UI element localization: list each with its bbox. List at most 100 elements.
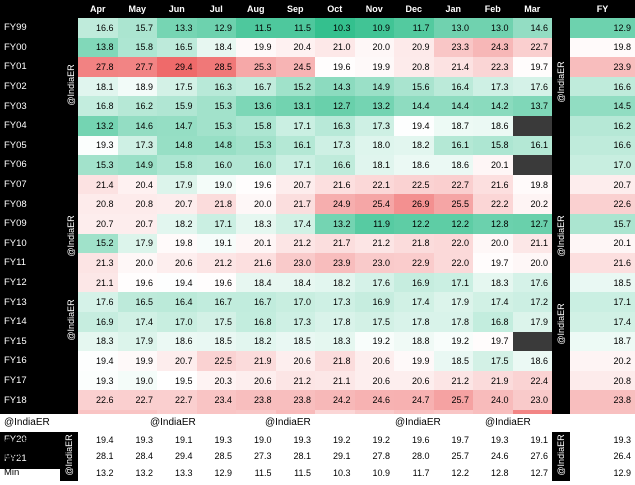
heatmap-cell: 14.8 (196, 135, 236, 156)
stat-fy-cell: 26.4 (570, 448, 635, 465)
heatmap-cell: 12.2 (394, 214, 434, 234)
fy-cell: 15.7 (570, 214, 635, 234)
heatmap-cell: 11.5 (275, 18, 315, 38)
heatmap-cell: 17.8 (394, 312, 434, 332)
heatmap-cell: 17.6 (512, 272, 552, 293)
month-header: Oct (315, 0, 355, 18)
heatmap-cell: 26.9 (394, 194, 434, 214)
empty-cell (512, 331, 552, 352)
heatmap-cell: 21.8 (315, 351, 355, 371)
stat-cell: 19.3 (275, 432, 315, 449)
heatmap-cell: 19.0 (196, 174, 236, 195)
heatmap-cell: 25.4 (354, 194, 394, 214)
heatmap-cell: 15.8 (473, 135, 513, 156)
heatmap-cell: 19.2 (354, 331, 394, 352)
heatmap-cell: 18.2 (394, 135, 434, 156)
watermark-vertical: @IndiaER (66, 64, 76, 106)
heatmap-cell: 18.6 (473, 116, 513, 136)
heatmap-cell: 16.2 (117, 96, 157, 116)
heatmap-cell: 17.2 (512, 292, 552, 312)
stat-cell: 19.2 (315, 432, 355, 449)
heatmap-cell: 23.0 (512, 390, 552, 410)
heatmap-cell: 18.6 (433, 155, 473, 175)
heatmap-cell: 18.6 (394, 155, 434, 175)
heatmap-cell: 22.0 (433, 253, 473, 273)
heatmap-cell: 19.9 (394, 351, 434, 371)
row-label: FY03 (0, 96, 78, 116)
watermark-row (0, 414, 635, 432)
stat-cell: 19.3 (196, 432, 236, 449)
heatmap-cell: 17.6 (512, 76, 552, 97)
heatmap-cell: 21.1 (512, 233, 552, 254)
heatmap-cell: 25.3 (236, 57, 276, 77)
heatmap-cell: 17.9 (512, 312, 552, 332)
stat-cell: 12.8 (473, 464, 513, 481)
stat-cell: 19.6 (394, 432, 434, 449)
row-label: FY99 (0, 18, 78, 38)
heatmap-cell: 20.1 (473, 155, 513, 175)
heatmap-cell: 14.2 (473, 96, 513, 116)
heatmap-cell: 21.8 (394, 233, 434, 254)
fy-cell: 21.6 (570, 253, 635, 273)
month-header: Jan (433, 0, 473, 18)
heatmap-cell: 17.9 (157, 174, 197, 195)
fy-cell: 16.2 (570, 116, 635, 136)
heatmap-cell: 17.3 (117, 135, 157, 156)
month-header: Apr (78, 0, 118, 18)
heatmap-cell: 16.6 (315, 155, 355, 175)
heatmap-cell: 17.8 (433, 312, 473, 332)
empty-cell (512, 155, 552, 175)
heatmap-cell: 18.5 (433, 351, 473, 371)
fy-cell: 17.1 (570, 292, 635, 312)
heatmap-cell: 15.8 (157, 155, 197, 175)
heatmap-cell: 17.1 (275, 155, 315, 175)
heatmap-cell: 29.4 (157, 57, 197, 77)
heatmap-cell: 13.3 (157, 18, 197, 38)
heatmap-cell: 20.7 (275, 174, 315, 195)
heatmap-cell: 14.8 (157, 135, 197, 156)
heatmap-cell: 21.2 (196, 253, 236, 273)
stat-cell: 19.4 (78, 432, 118, 449)
heatmap-cell: 19.6 (196, 272, 236, 293)
heatmap-cell: 14.6 (117, 116, 157, 136)
month-header: Mar (512, 0, 552, 18)
heatmap-cell: 20.0 (354, 37, 394, 58)
heatmap-cell: 19.9 (117, 351, 157, 371)
heatmap-cell: 19.4 (394, 116, 434, 136)
heatmap-cell: 19.7 (473, 331, 513, 352)
heatmap-cell: 20.7 (78, 214, 118, 234)
heatmap-cell: 19.9 (236, 37, 276, 58)
row-label: FY08 (0, 194, 78, 214)
heatmap-cell: 28.5 (196, 57, 236, 77)
heatmap-cell: 17.1 (196, 214, 236, 234)
heatmap-cell: 15.6 (394, 76, 434, 97)
stat-cell: 19.2 (354, 432, 394, 449)
heatmap-cell: 21.7 (275, 194, 315, 214)
stat-cell: 28.1 (78, 448, 118, 465)
heatmap-cell: 20.6 (275, 351, 315, 371)
heatmap-cell: 16.5 (157, 37, 197, 58)
heatmap-cell: 18.7 (433, 116, 473, 136)
heatmap-cell: 15.3 (78, 155, 118, 175)
heatmap-cell: 21.0 (315, 37, 355, 58)
heatmap-cell: 22.5 (196, 351, 236, 371)
heatmap-cell: 16.0 (236, 155, 276, 175)
row-label: FY05 (0, 135, 78, 156)
heatmap-cell: 15.3 (196, 116, 236, 136)
row-label: FY11 (0, 253, 78, 273)
month-header: Jul (196, 0, 236, 18)
heatmap-cell: 16.7 (236, 292, 276, 312)
heatmap-cell: 20.8 (78, 194, 118, 214)
heatmap-cell: 21.6 (473, 174, 513, 195)
heatmap-cell: 19.6 (117, 272, 157, 293)
row-label: FY13 (0, 292, 78, 312)
stat-cell: 13.3 (157, 464, 197, 481)
heatmap-cell: 18.2 (157, 214, 197, 234)
heatmap-cell: 22.6 (78, 390, 118, 410)
heatmap-cell: 24.7 (394, 390, 434, 410)
heatmap-cell: 23.9 (315, 253, 355, 273)
row-label: FY18 (0, 390, 78, 410)
stat-cell: 12.7 (512, 464, 552, 481)
heatmap-cell: 17.0 (275, 292, 315, 312)
heatmap-cell: 21.9 (473, 370, 513, 391)
